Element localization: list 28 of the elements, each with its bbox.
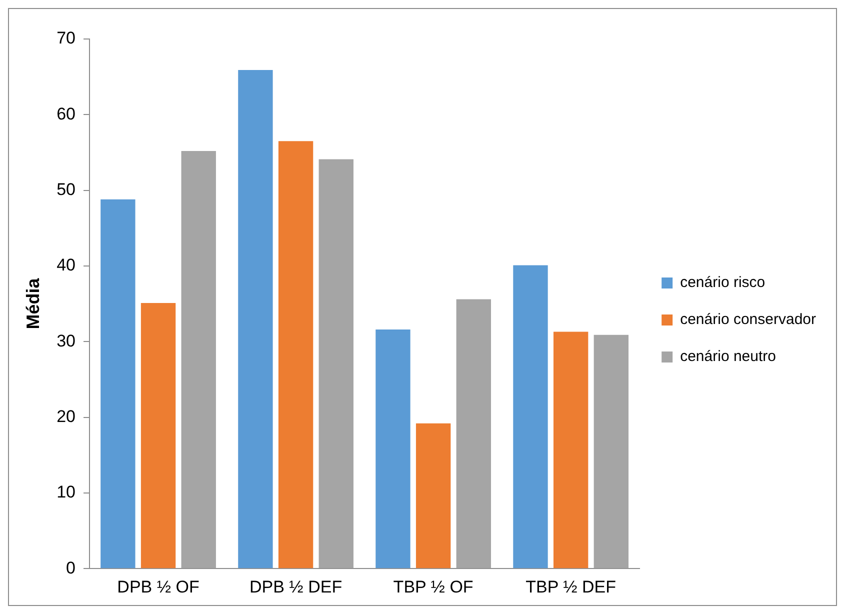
x-tick-label: DPB ½ DEF bbox=[249, 577, 342, 596]
bar bbox=[513, 265, 548, 568]
legend-label: cenário neutro bbox=[680, 348, 776, 366]
legend-label: cenário risco bbox=[680, 274, 766, 292]
bar bbox=[100, 199, 136, 568]
bar bbox=[140, 303, 176, 568]
bar bbox=[456, 299, 491, 568]
bar bbox=[376, 330, 410, 568]
legend-label: cenário conservador bbox=[680, 311, 816, 328]
bar bbox=[238, 70, 273, 568]
bar bbox=[318, 159, 354, 568]
x-tick-label: TBP ½ DEF bbox=[526, 577, 616, 596]
bar bbox=[553, 332, 588, 568]
y-tick-label: 20 bbox=[56, 406, 76, 426]
y-tick-label: 70 bbox=[56, 28, 76, 48]
y-tick-label: 60 bbox=[56, 104, 76, 124]
bar bbox=[181, 150, 216, 568]
x-tick-label: TBP ½ OF bbox=[393, 577, 474, 596]
y-tick-label: 10 bbox=[56, 482, 76, 502]
y-tick-label: 50 bbox=[56, 180, 76, 199]
y-tick-label: 0 bbox=[66, 558, 76, 578]
y-tick-label: 40 bbox=[56, 256, 76, 275]
bar bbox=[278, 141, 314, 568]
y-tick-label: 30 bbox=[56, 331, 76, 350]
y-axis-title: Média bbox=[22, 277, 43, 330]
bar bbox=[416, 423, 451, 568]
x-tick-label: DPB ½ OF bbox=[117, 577, 200, 596]
bar bbox=[594, 334, 629, 568]
